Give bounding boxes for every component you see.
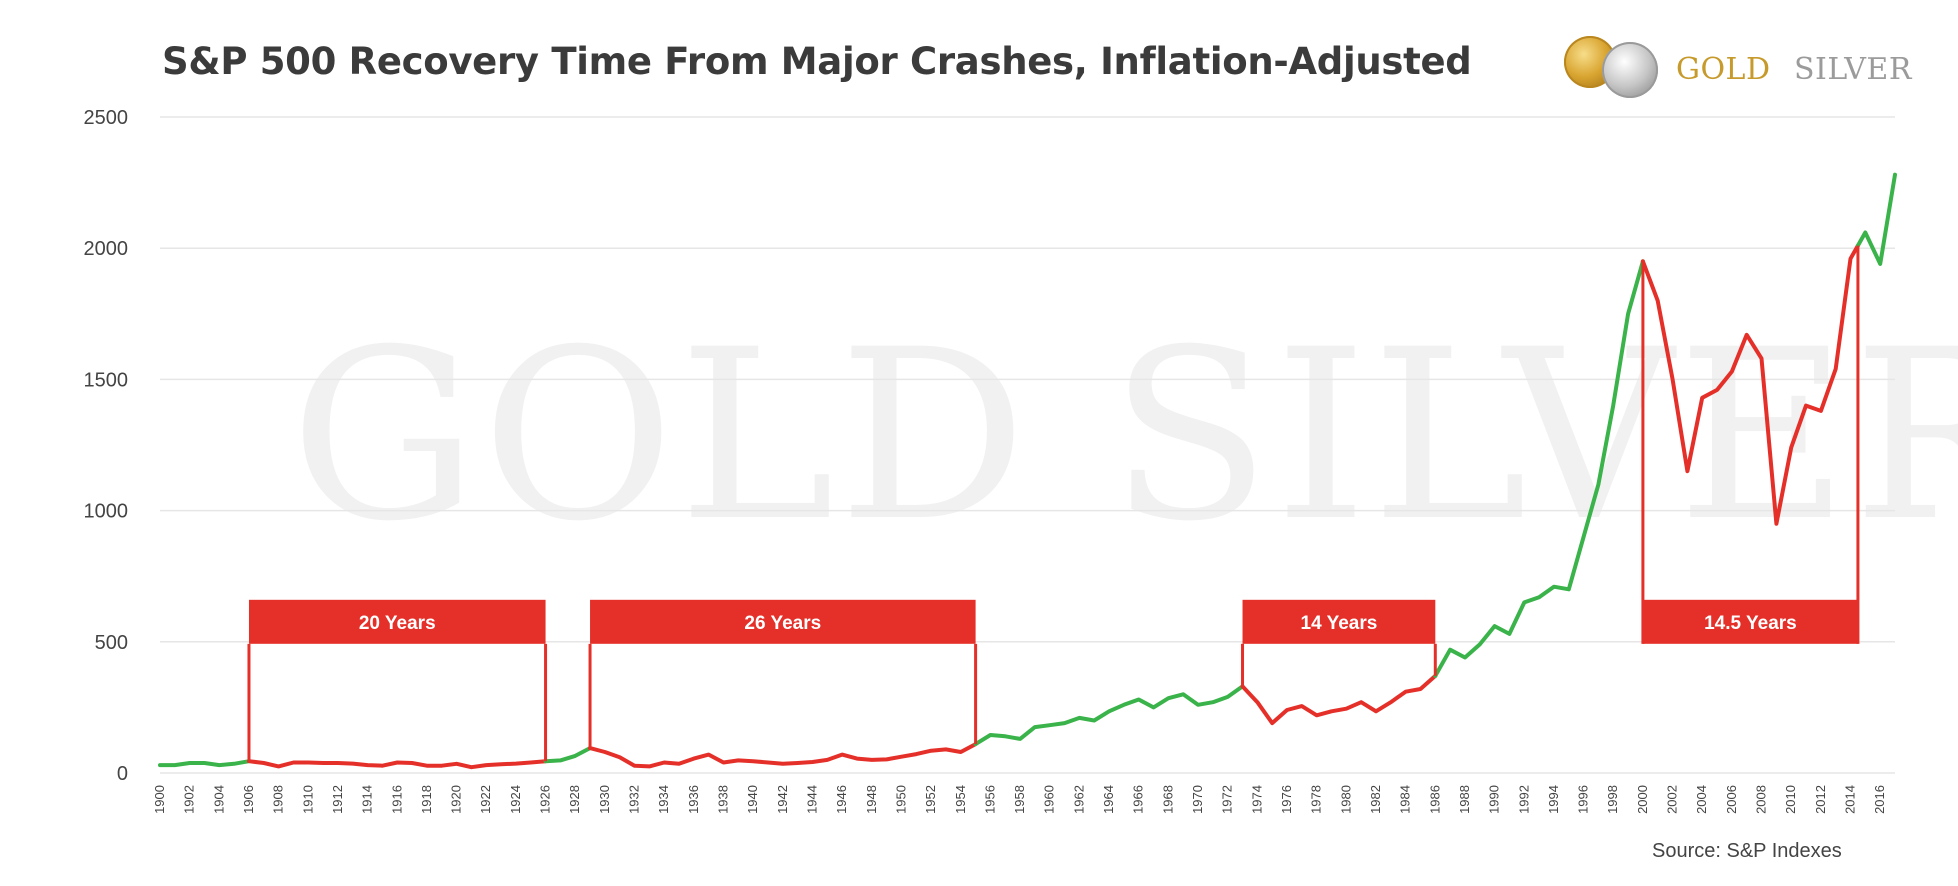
x-tick-label: 1936 <box>686 785 701 814</box>
x-tick-label: 1902 <box>182 785 197 814</box>
logo-text-gold: GOLD <box>1676 52 1771 87</box>
x-tick-label: 1974 <box>1249 785 1264 814</box>
x-tick-label: 1910 <box>300 785 315 814</box>
x-tick-label: 1976 <box>1279 785 1294 814</box>
annotation-label-box <box>248 599 546 644</box>
x-tick-label: 1914 <box>360 785 375 814</box>
series-recovery-2000 <box>1640 243 1860 526</box>
x-tick-label: 1984 <box>1398 785 1413 814</box>
x-tick-label: 1972 <box>1220 785 1235 814</box>
x-axis: 1900 1902 1904 1906 1908 1910 1912 1914 1916 1918… <box>152 785 1887 814</box>
series-growth-1986 <box>1433 259 1645 678</box>
x-tick-label: 1944 <box>804 785 819 814</box>
x-tick-label: 1994 <box>1546 785 1561 814</box>
y-tick-label: 500 <box>95 632 128 654</box>
annotation-label: 14.5 Years <box>1704 613 1797 634</box>
series-growth-2014.5 <box>1855 172 1897 266</box>
x-tick-label: 1926 <box>538 785 553 814</box>
x-tick-label: 2012 <box>1813 785 1828 814</box>
x-tick-label: 1930 <box>597 785 612 814</box>
x-tick-label: 1952 <box>923 785 938 814</box>
x-tick-label: 1948 <box>864 785 879 814</box>
x-tick-label: 1962 <box>1071 785 1086 814</box>
x-tick-label: 1980 <box>1338 785 1353 814</box>
x-tick-label: 1938 <box>716 785 731 814</box>
grid <box>160 116 1895 774</box>
source-note: Source: S&P Indexes <box>1652 840 1842 862</box>
logo-text-silver: SILVER <box>1794 52 1912 87</box>
y-tick-label: 1500 <box>84 369 129 391</box>
y-tick-label: 0 <box>117 763 128 785</box>
series-growth-1955 <box>973 684 1245 747</box>
x-tick-label: 1904 <box>211 785 226 814</box>
x-tick-label: 1990 <box>1487 785 1502 814</box>
x-tick-label: 1982 <box>1368 785 1383 814</box>
x-tick-label: 2014 <box>1843 785 1858 814</box>
x-tick-label: 1988 <box>1457 785 1472 814</box>
x-tick-label: 1906 <box>241 785 256 814</box>
x-tick-label: 1970 <box>1190 785 1205 814</box>
annotation-label-box <box>1242 599 1436 644</box>
x-tick-label: 1964 <box>1101 785 1116 814</box>
annotations: 20 Years 26 Years 14 Years 14.5 Years <box>247 245 1860 762</box>
annotation-label: 20 Years <box>359 613 436 634</box>
x-tick-label: 1942 <box>775 785 790 814</box>
series-growth-1926 <box>543 746 592 764</box>
logo: GOLD SILVER <box>1560 30 1920 110</box>
x-tick-label: 1908 <box>271 785 286 814</box>
x-tick-label: 1960 <box>1042 785 1057 814</box>
x-tick-label: 1950 <box>893 785 908 814</box>
x-tick-label: 1912 <box>330 785 345 814</box>
x-tick-label: 1900 <box>152 785 167 814</box>
y-tick-label: 2500 <box>84 107 129 129</box>
x-tick-label: 1922 <box>478 785 493 814</box>
x-tick-label: 2002 <box>1665 785 1680 814</box>
annotation-label: 26 Years <box>744 613 821 634</box>
x-tick-label: 1958 <box>1012 785 1027 814</box>
y-tick-label: 1000 <box>84 501 129 523</box>
x-tick-label: 1946 <box>834 785 849 814</box>
x-tick-label: 1992 <box>1516 785 1531 814</box>
x-tick-label: 1918 <box>419 785 434 814</box>
silver-coin-icon <box>1602 42 1658 98</box>
x-tick-label: 1928 <box>567 785 582 814</box>
x-tick-label: 2004 <box>1694 785 1709 814</box>
x-tick-label: 1966 <box>1131 785 1146 814</box>
x-tick-label: 2008 <box>1754 785 1769 814</box>
series-lines <box>158 172 1897 770</box>
x-tick-label: 1920 <box>449 785 464 814</box>
y-axis: 0 500 1000 1500 2000 2500 <box>84 107 129 785</box>
x-tick-label: 1932 <box>627 785 642 814</box>
annotation-label: 14 Years <box>1301 613 1378 634</box>
y-tick-label: 2000 <box>84 238 129 260</box>
x-tick-label: 2000 <box>1635 785 1650 814</box>
x-tick-label: 2010 <box>1783 785 1798 814</box>
x-tick-label: 1996 <box>1576 785 1591 814</box>
series-recovery-1973 <box>1240 673 1438 726</box>
x-tick-label: 1968 <box>1160 785 1175 814</box>
x-tick-label: 1954 <box>953 785 968 814</box>
x-tick-label: 1998 <box>1605 785 1620 814</box>
x-tick-label: 1934 <box>656 785 671 814</box>
series-recovery-1929 <box>588 742 978 769</box>
x-tick-label: 2006 <box>1724 785 1739 814</box>
page-title: S&P 500 Recovery Time From Major Crashes… <box>162 40 1472 83</box>
x-tick-label: 1956 <box>982 785 997 814</box>
x-tick-label: 1924 <box>508 785 523 814</box>
x-tick-label: 1986 <box>1427 785 1442 814</box>
annotation-label-box <box>1642 599 1858 644</box>
x-tick-label: 1916 <box>389 785 404 814</box>
x-tick-label: 1978 <box>1309 785 1324 814</box>
x-tick-label: 2016 <box>1872 785 1887 814</box>
series-recovery-1906 <box>247 759 548 770</box>
annotation-label-box <box>590 599 976 644</box>
series-growth-1900 <box>158 759 251 768</box>
x-tick-label: 1940 <box>745 785 760 814</box>
